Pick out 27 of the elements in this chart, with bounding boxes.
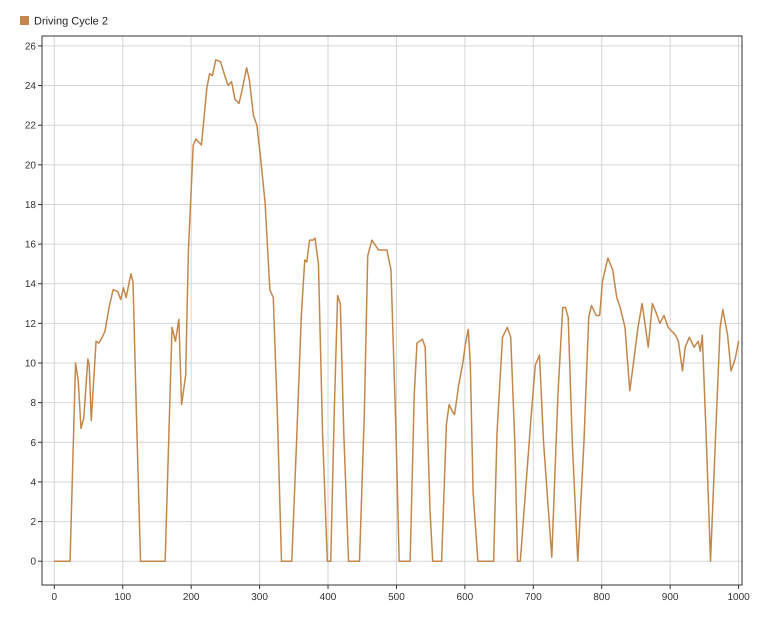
x-tick-label: 1000 xyxy=(727,592,750,603)
y-tick-label: 20 xyxy=(24,160,36,172)
x-tick-label: 300 xyxy=(251,592,268,603)
y-tick-label: 14 xyxy=(24,279,36,290)
x-tick-label: 800 xyxy=(593,592,611,603)
x-tick-label: 900 xyxy=(662,592,679,603)
y-tick-label: 22 xyxy=(24,120,36,132)
y-tick-label: 2 xyxy=(30,517,36,528)
y-tick-label: 24 xyxy=(24,81,36,92)
x-tick-label: 600 xyxy=(456,592,474,603)
y-tick-label: 12 xyxy=(24,318,36,330)
line-series xyxy=(54,59,740,562)
y-tick-label: 6 xyxy=(30,438,36,449)
y-tick-label: 10 xyxy=(24,358,36,370)
x-tick-label: 700 xyxy=(524,592,542,603)
x-tick-label: 100 xyxy=(114,592,132,603)
y-tick-label: 26 xyxy=(24,41,36,52)
legend-label: Driving Cycle 2 xyxy=(34,16,108,28)
x-tick-label: 400 xyxy=(320,592,337,603)
x-tick-label: 500 xyxy=(388,592,406,603)
y-tick-label: 8 xyxy=(30,398,36,410)
y-tick-label: 18 xyxy=(24,200,36,211)
y-tick-label: 0 xyxy=(30,556,36,568)
y-tick-label: 4 xyxy=(30,477,36,488)
x-tick-label: 200 xyxy=(182,592,200,603)
y-tick-label: 16 xyxy=(24,240,36,251)
x-tick-label: 0 xyxy=(52,592,58,603)
